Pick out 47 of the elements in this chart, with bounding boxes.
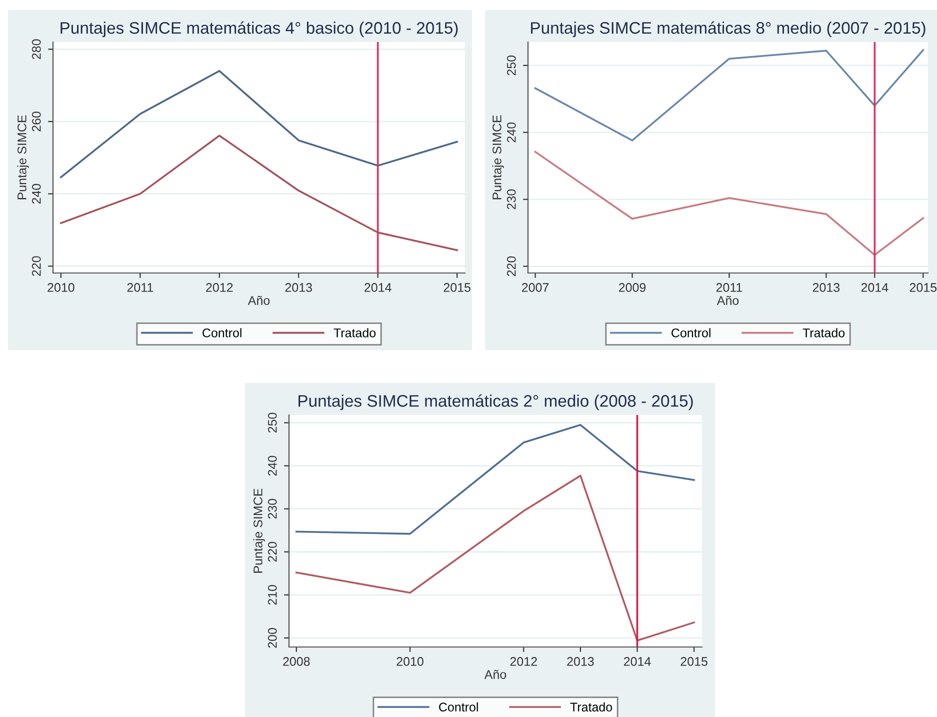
x-tick-label: 2010	[396, 657, 424, 666]
y-tick-label: 260	[32, 112, 41, 132]
chart-title: Puntajes SIMCE matemáticas 4° basico (2010 - 2015)	[60, 21, 458, 38]
legend-label: Control	[439, 702, 478, 712]
x-tick-label: 2015	[680, 657, 708, 666]
x-tick-label: 2010	[48, 283, 74, 292]
y-tick-label: 220	[506, 256, 516, 276]
x-tick-label: 2014	[624, 657, 651, 666]
x-axis-title: Año	[248, 296, 270, 305]
y-tick-label: 240	[268, 456, 277, 476]
y-tick-label: 240	[506, 122, 516, 142]
x-tick-label: 2014	[364, 283, 392, 292]
x-tick-label: 2009	[618, 283, 646, 292]
x-tick-label: 2013	[285, 283, 312, 292]
chart-title: Puntajes SIMCE matemáticas 8° medio (2007 - 2015)	[531, 21, 926, 38]
y-tick-label: 200	[268, 628, 277, 648]
x-tick-label: 2011	[716, 283, 742, 292]
x-tick-label: 2007	[522, 283, 549, 292]
x-axis-title: Año	[716, 296, 739, 305]
x-tick-label: 2012	[206, 283, 233, 292]
y-tick-label: 230	[506, 189, 516, 210]
x-tick-label: 2008	[283, 657, 310, 666]
x-tick-label: 2013	[567, 657, 594, 666]
y-tick-label: 250	[268, 412, 277, 433]
legend-label: Tratado	[802, 328, 845, 338]
y-tick-label: 220	[32, 256, 41, 276]
legend-label: Control	[672, 328, 710, 338]
y-axis-title: Puntaje SIMCE	[17, 115, 29, 200]
x-tick-label: 2012	[510, 657, 537, 666]
y-tick-label: 220	[268, 542, 277, 562]
y-tick-label: 210	[268, 584, 277, 605]
legend-label: Tratado	[334, 328, 376, 338]
x-tick-label: 2011	[127, 283, 153, 292]
x-tick-label: 2013	[812, 283, 840, 292]
x-axis-title: Año	[484, 670, 506, 679]
y-tick-label: 230	[268, 498, 277, 519]
x-tick-label: 2014	[861, 283, 888, 292]
x-tick-label: 2015	[444, 283, 470, 292]
legend-label: Tratado	[570, 702, 612, 712]
y-tick-label: 280	[32, 39, 41, 60]
y-tick-label: 240	[32, 184, 41, 204]
legend-label: Control	[202, 328, 242, 338]
y-axis-title: Puntaje SIMCE	[253, 488, 265, 573]
y-axis-title: Puntaje SIMCE	[492, 115, 504, 200]
x-tick-label: 2015	[910, 283, 937, 292]
y-tick-label: 250	[506, 55, 516, 76]
chart-title: Puntajes SIMCE matemáticas 2° medio (2008 - 2015)	[298, 394, 693, 410]
